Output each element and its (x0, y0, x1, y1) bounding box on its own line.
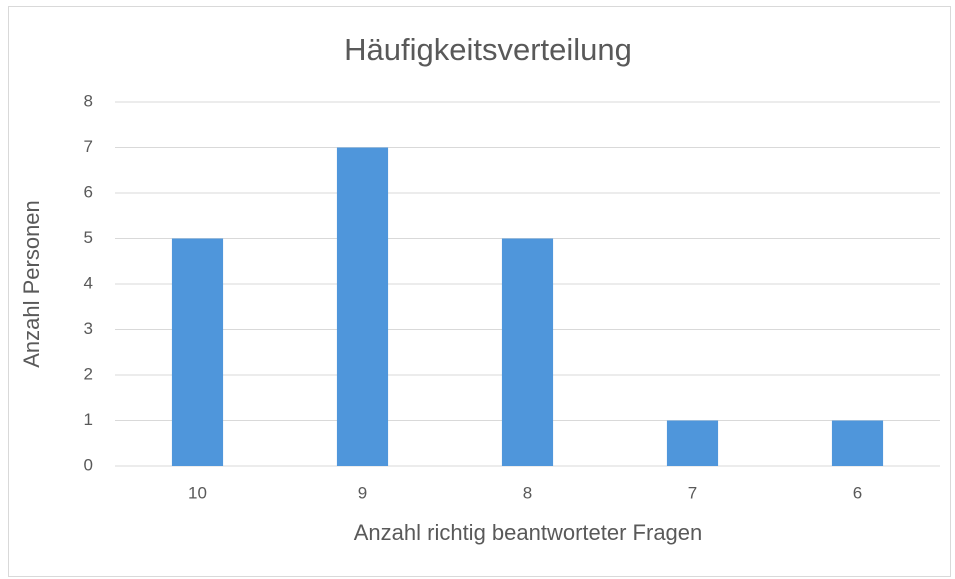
x-axis-label: Anzahl richtig beantworteter Fragen (354, 520, 703, 545)
x-tick-label: 7 (688, 483, 697, 502)
bar (666, 420, 719, 466)
y-tick-label: 5 (84, 228, 93, 247)
y-tick-label: 6 (84, 182, 93, 201)
y-tick-label: 2 (84, 364, 93, 383)
bar (171, 238, 224, 466)
x-tick-label: 6 (853, 483, 862, 502)
y-tick-label: 0 (84, 455, 93, 474)
bar (336, 147, 389, 466)
y-tick-label: 8 (84, 91, 93, 110)
x-tick-label: 8 (523, 483, 532, 502)
y-tick-label: 4 (84, 273, 93, 292)
x-tick-label: 9 (358, 483, 367, 502)
y-tick-label: 1 (84, 410, 93, 429)
bar (831, 420, 884, 466)
chart-title: Häufigkeitsverteilung (344, 32, 632, 67)
chart-border (8, 6, 951, 577)
y-tick-label: 3 (84, 319, 93, 338)
y-axis-label: Anzahl Personen (19, 200, 44, 368)
y-tick-label: 7 (84, 137, 93, 156)
bar (501, 238, 554, 466)
x-tick-label: 10 (188, 483, 207, 502)
